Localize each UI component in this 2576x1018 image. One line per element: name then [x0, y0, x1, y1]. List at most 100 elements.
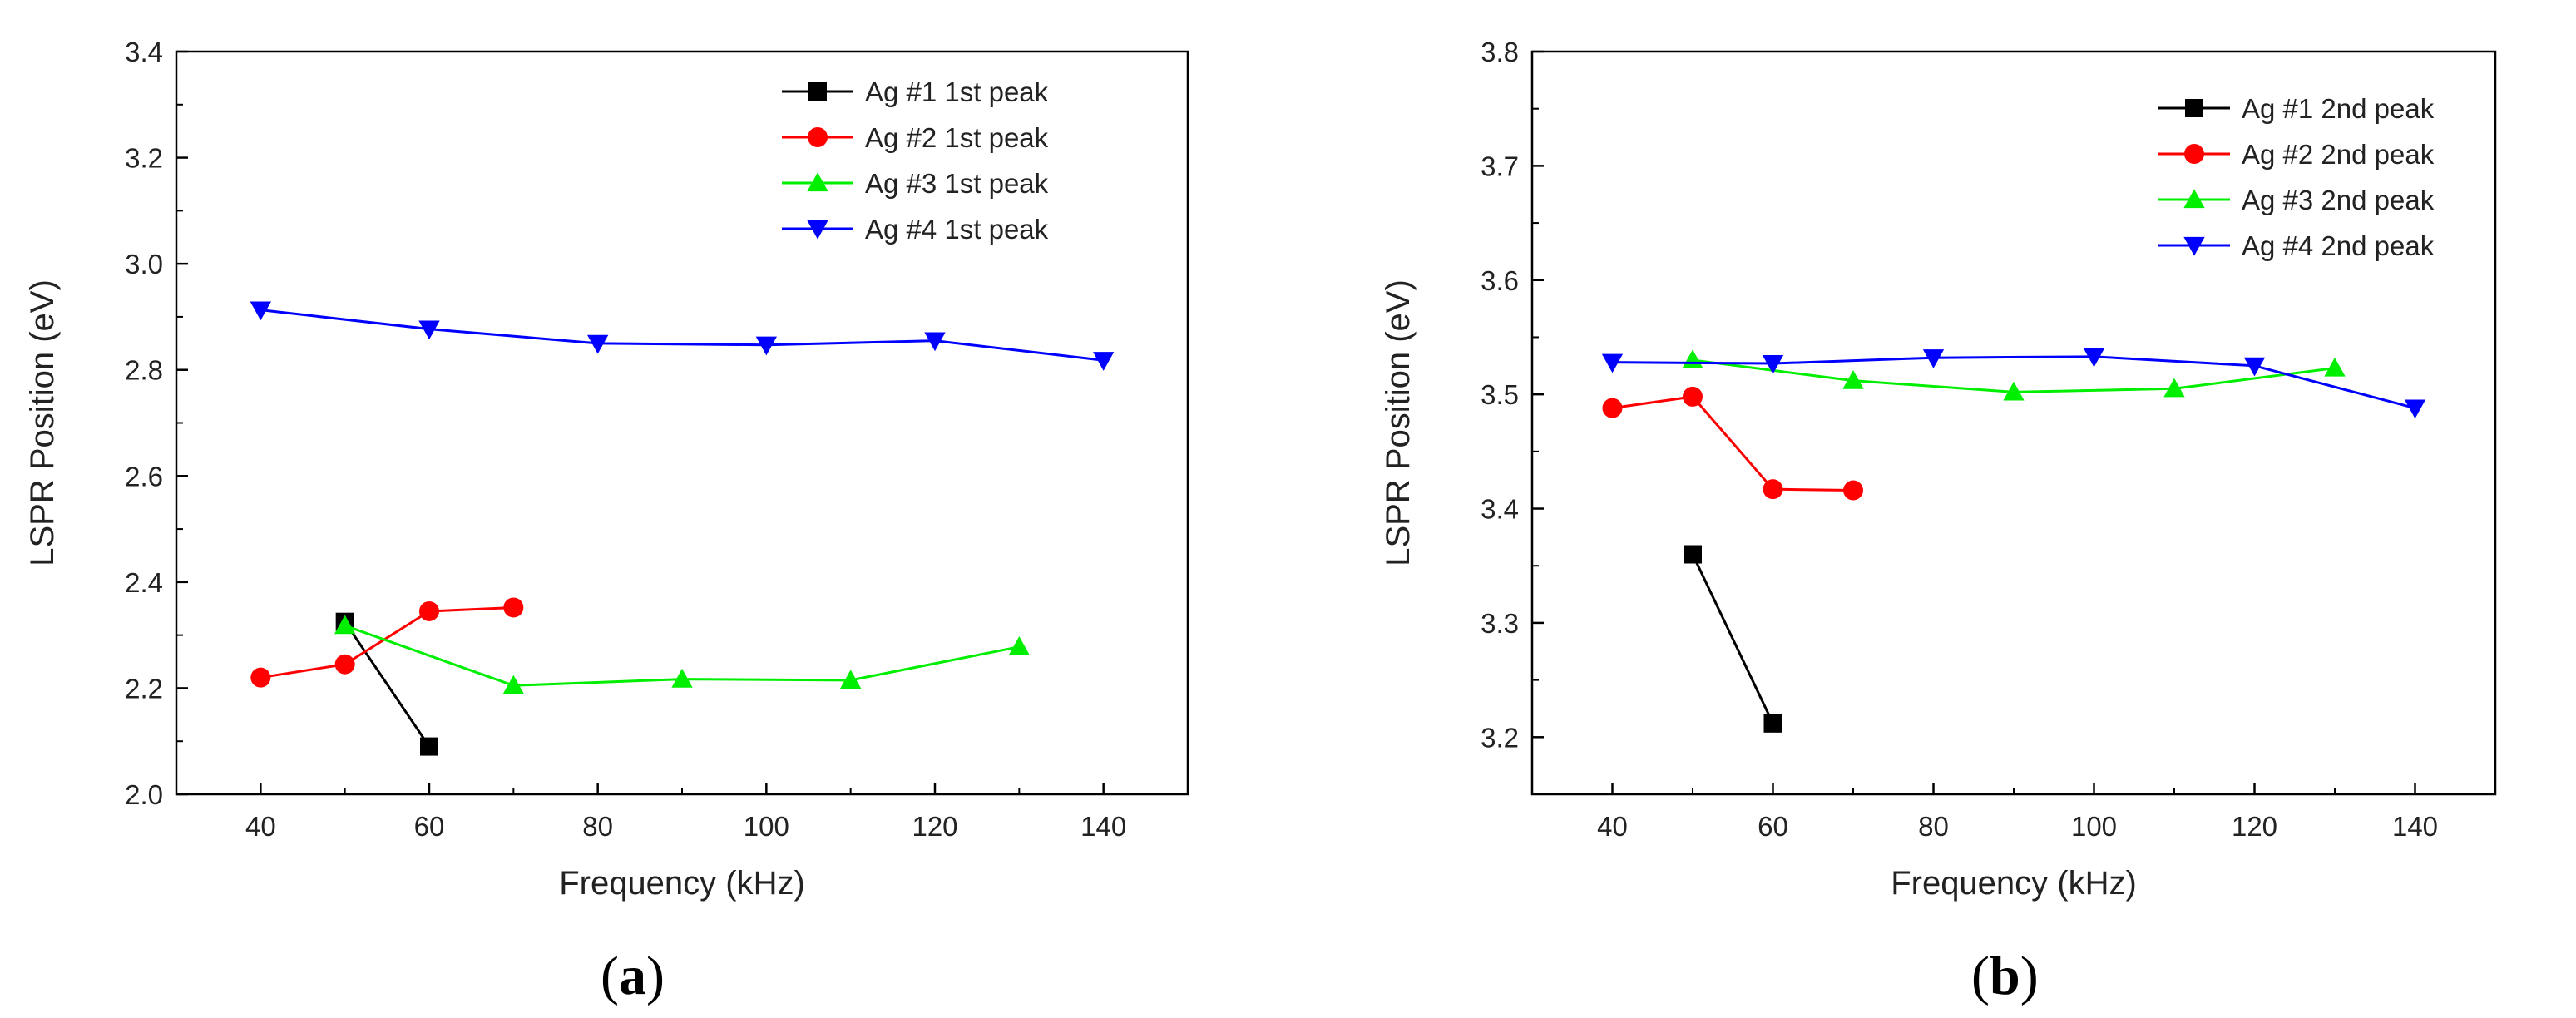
panel-label: (a) [601, 946, 665, 1006]
legend-label: Ag #4 1st peak [865, 214, 1049, 245]
legend-label: Ag #4 2nd peak [2242, 230, 2435, 261]
legend-marker [2183, 236, 2205, 256]
legend: Ag #1 2nd peak Ag #2 2nd peak Ag #3 2nd pe… [2158, 93, 2435, 261]
data-point [1762, 354, 1784, 374]
x-tick-label: 40 [1597, 811, 1628, 842]
x-tick-label: 60 [1758, 811, 1788, 842]
series-1 [1684, 545, 1782, 733]
data-point [2163, 378, 2185, 398]
legend-marker [807, 172, 828, 192]
data-point [1763, 714, 1782, 733]
chart-panel-b: 40 60 80 100 120 140 3.2 3.3 3.4 3.5 3.6 3.7 3.8 Freq… [1380, 37, 2497, 1006]
x-tick-label: 120 [2232, 811, 2277, 842]
data-point [418, 320, 440, 340]
data-point [1763, 479, 1783, 500]
data-point [1683, 386, 1703, 407]
data-point [755, 336, 777, 356]
legend-item: Ag #4 1st peak [782, 214, 1049, 245]
y-tick-label: 3.5 [1481, 379, 1519, 410]
legend-item: Ag #1 2nd peak [2158, 93, 2435, 124]
series-line [344, 620, 431, 748]
data-point [924, 332, 946, 352]
y-tick-label: 2.8 [125, 355, 163, 386]
data-point [587, 334, 609, 354]
x-tick-label: 140 [2392, 811, 2438, 842]
series-2 [250, 597, 524, 688]
series-2 [1602, 386, 1863, 501]
legend-item: Ag #2 2nd peak [2158, 139, 2435, 170]
data-point [671, 668, 693, 688]
legend-item: Ag #1 1st peak [782, 77, 1049, 107]
y-tick-label: 3.4 [1481, 494, 1519, 525]
data-point [1922, 349, 1945, 368]
legend-marker [2184, 144, 2204, 164]
data-point [2003, 381, 2025, 401]
legend-marker [2185, 99, 2203, 117]
legend-label: Ag #1 2nd peak [2242, 93, 2435, 124]
y-tick-label: 3.8 [1481, 37, 1519, 67]
data-point [2083, 348, 2105, 368]
data-point [419, 600, 439, 621]
legend-marker [808, 127, 828, 147]
legend-item: Ag #2 1st peak [782, 122, 1049, 153]
legend: Ag #1 1st peak Ag #2 1st peak Ag #3 1st pe… [782, 77, 1049, 245]
series-4 [1601, 348, 2426, 419]
data-point [1682, 349, 1703, 369]
y-tick-label: 3.3 [1481, 608, 1519, 639]
legend-marker [2183, 189, 2205, 209]
data-point [334, 654, 355, 675]
data-point [1684, 545, 1702, 564]
y-axis-label: LSPR Position (eV) [24, 279, 61, 566]
data-point [2404, 399, 2426, 419]
y-axis-label: LSPR Position (eV) [1380, 279, 1417, 566]
data-point [1602, 398, 1623, 418]
legend-item: Ag #3 2nd peak [2158, 185, 2435, 215]
data-point [1842, 370, 1864, 389]
legend-label: Ag #2 1st peak [865, 122, 1049, 153]
chart-panel-a: 40 60 80 100 120 140 2.0 2.2 2.4 2.6 2.8 3.0 3.2 3.4 F… [24, 37, 1189, 1006]
y-tick-label: 2.6 [125, 461, 163, 492]
legend-marker [808, 82, 827, 101]
x-tick-label: 80 [1918, 811, 1949, 842]
legend-marker [807, 220, 828, 240]
data-point [1008, 636, 1030, 655]
data-point [1843, 480, 1863, 501]
x-axis-label: Frequency (kHz) [1891, 865, 2137, 902]
legend-label: Ag #3 1st peak [865, 168, 1049, 199]
data-point [2324, 357, 2346, 377]
y-tick-label: 2.0 [125, 779, 163, 810]
data-point [1093, 352, 1115, 371]
series-3 [334, 615, 1030, 694]
x-tick-label: 80 [582, 811, 613, 842]
data-point [1601, 353, 1624, 373]
y-tick-label: 3.0 [125, 249, 163, 279]
y-tick-label: 3.2 [1481, 722, 1519, 753]
legend-label: Ag #3 2nd peak [2242, 185, 2435, 215]
series-line [1612, 355, 2415, 410]
data-point [502, 675, 524, 694]
series-4 [250, 301, 1115, 371]
legend-label: Ag #1 1st peak [865, 77, 1049, 107]
data-point [2243, 357, 2266, 377]
data-point [420, 737, 438, 756]
x-tick-label: 40 [245, 811, 276, 842]
x-tick-label: 100 [2071, 811, 2117, 842]
series-line [1691, 553, 1774, 724]
legend-item: Ag #4 2nd peak [2158, 230, 2435, 261]
panel-label: (b) [1971, 946, 2039, 1006]
x-axis-label: Frequency (kHz) [559, 865, 805, 902]
legend-item: Ag #3 1st peak [782, 168, 1049, 199]
y-tick-label: 3.7 [1481, 151, 1519, 181]
x-tick-label: 60 [414, 811, 445, 842]
series-line [260, 309, 1104, 362]
series-line [1612, 395, 1854, 492]
data-point [840, 670, 862, 689]
x-tick-label: 140 [1080, 811, 1126, 842]
y-tick-label: 3.2 [125, 143, 163, 174]
data-point [250, 667, 271, 688]
x-tick-label: 100 [744, 811, 789, 842]
data-point [250, 301, 271, 321]
legend-label: Ag #2 2nd peak [2242, 139, 2435, 170]
data-point [334, 615, 356, 635]
x-tick-label: 120 [912, 811, 957, 842]
